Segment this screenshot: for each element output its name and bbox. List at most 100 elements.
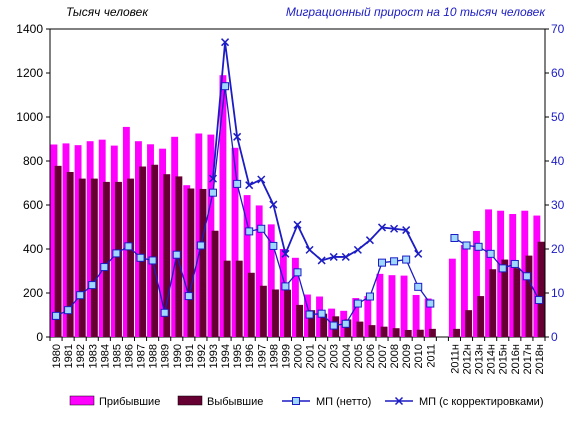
right-tick-label: 20 <box>551 242 565 256</box>
bar-arrived <box>497 210 505 337</box>
bar-arrived <box>509 214 517 337</box>
bar-departed <box>247 272 255 337</box>
bar-departed <box>465 310 473 337</box>
bar-arrived <box>412 294 420 337</box>
bar-departed <box>102 181 110 337</box>
bar-arrived <box>86 141 94 337</box>
bar-arrived <box>74 145 82 337</box>
marker-net-migration <box>353 299 362 308</box>
left-tick-label: 200 <box>23 286 43 300</box>
legend-adjusted-migration-marker <box>394 396 404 406</box>
bar-arrived <box>424 298 432 337</box>
x-tick-label: 2014н <box>486 344 498 375</box>
bar-arrived <box>195 133 203 337</box>
marker-net-migration <box>522 272 531 281</box>
bar-departed <box>223 260 231 337</box>
x-tick-label: 2001 <box>305 344 317 368</box>
x-tick-label: 2007 <box>377 344 389 368</box>
bar-arrived <box>400 275 408 337</box>
x-tick-label: 1995 <box>232 344 244 368</box>
bar-arrived <box>231 147 239 337</box>
marker-net-migration <box>462 241 471 250</box>
x-tick-label: 1981 <box>63 344 75 368</box>
bar-arrived <box>291 257 299 337</box>
x-tick-label: 2000 <box>293 344 305 368</box>
bar-arrived <box>485 209 493 337</box>
marker-adjusted-migration <box>329 252 338 261</box>
x-tick-label: 2016н <box>510 344 522 375</box>
bar-departed <box>211 230 219 337</box>
marker-net-migration <box>136 253 145 262</box>
legend-departed-label: Выбывшие <box>207 396 263 408</box>
left-tick-label: 1400 <box>16 22 43 36</box>
marker-adjusted-migration <box>221 38 230 47</box>
bar-arrived <box>460 245 468 337</box>
marker-net-migration <box>76 291 85 300</box>
marker-adjusted-migration <box>269 200 278 209</box>
x-tick-label: 1985 <box>111 344 123 368</box>
right-tick-label: 60 <box>551 66 565 80</box>
marker-net-migration <box>486 249 495 258</box>
x-tick-label: 2005 <box>353 344 365 368</box>
marker-adjusted-migration <box>402 226 411 235</box>
x-tick-label: 1989 <box>160 344 172 368</box>
x-tick-label: 1988 <box>148 344 160 368</box>
bar-arrived <box>267 224 275 337</box>
bar-arrived <box>388 275 396 337</box>
x-tick-label: 1997 <box>256 344 268 368</box>
bar-arrived <box>147 144 154 337</box>
bar-departed <box>66 172 74 337</box>
x-tick-label: 2015н <box>498 344 510 375</box>
marker-net-migration <box>510 259 519 268</box>
right-tick-label: 40 <box>551 154 565 168</box>
bar-arrived <box>533 215 541 337</box>
marker-adjusted-migration <box>233 132 242 141</box>
bar-arrived <box>473 230 480 337</box>
marker-net-migration <box>305 310 314 319</box>
bar-departed <box>308 310 316 337</box>
x-tick-label: 1998 <box>268 344 280 368</box>
x-tick-label: 2013н <box>474 344 486 375</box>
marker-net-migration <box>172 250 181 259</box>
bar-departed <box>296 304 304 337</box>
bar-arrived <box>448 258 456 337</box>
legend-net-migration-marker <box>292 397 300 405</box>
x-tick-label: 1987 <box>136 344 148 368</box>
x-tick-label: 2010 <box>413 344 425 368</box>
bar-departed <box>259 285 267 337</box>
bar-departed <box>284 289 291 337</box>
x-tick-label: 2008 <box>389 344 401 368</box>
bar-arrived <box>98 139 106 337</box>
x-tick-label: 1999 <box>280 344 292 368</box>
bar-departed <box>368 325 376 337</box>
marker-net-migration <box>317 309 326 318</box>
marker-net-migration <box>329 321 338 330</box>
bar-departed <box>163 174 171 337</box>
marker-adjusted-migration <box>293 220 302 229</box>
x-tick-label: 1991 <box>184 344 196 368</box>
bar-departed <box>392 328 400 337</box>
legend-arrived-label: Прибывшие <box>99 396 160 408</box>
marker-net-migration <box>196 241 205 250</box>
marker-adjusted-migration <box>208 174 218 183</box>
x-tick-label: 1994 <box>220 344 232 368</box>
bar-departed <box>90 178 98 337</box>
legend-departed-swatch <box>177 395 203 406</box>
bar-arrived <box>62 143 70 337</box>
marker-net-migration <box>124 242 133 251</box>
x-tick-label: 2004 <box>341 344 353 368</box>
x-tick-label: 1983 <box>87 344 99 368</box>
bar-departed <box>199 188 207 337</box>
left-tick-label: 0 <box>36 330 43 344</box>
marker-net-migration <box>498 264 507 273</box>
bar-departed <box>537 241 545 337</box>
bar-arrived <box>134 141 142 337</box>
x-tick-label: 1996 <box>244 344 256 368</box>
bar-departed <box>477 296 485 337</box>
bar-arrived <box>255 205 263 337</box>
bar-departed <box>525 255 533 337</box>
bar-departed <box>272 289 279 337</box>
bar-departed <box>404 329 412 337</box>
x-tick-label: 2002 <box>317 344 329 368</box>
marker-net-migration <box>426 299 435 308</box>
